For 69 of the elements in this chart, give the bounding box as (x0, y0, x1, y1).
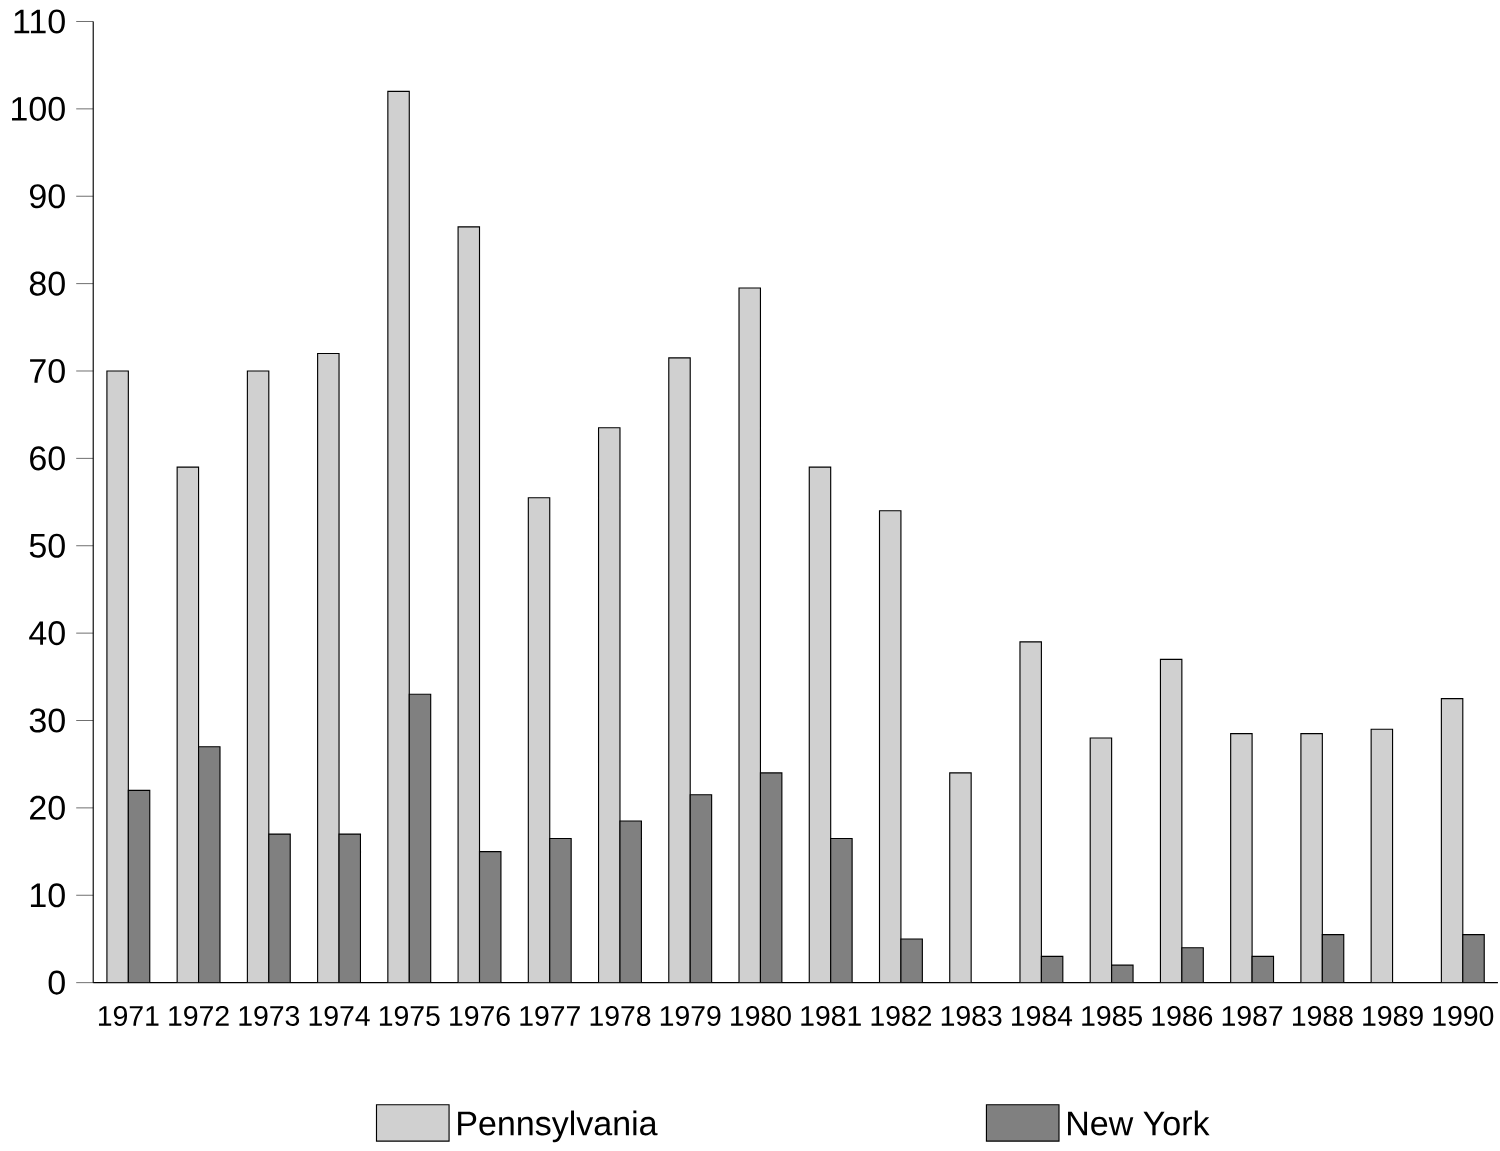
y-tick-label: 30 (29, 708, 65, 733)
x-tick-label: 1983 (941, 1006, 1002, 1027)
bar (668, 358, 691, 983)
bar (1300, 733, 1323, 983)
bar (339, 834, 361, 983)
x-tick-label: 1971 (98, 1006, 159, 1027)
bar (409, 694, 431, 983)
bar (128, 790, 150, 983)
x-tick-label: 1975 (379, 1006, 440, 1027)
bar (1462, 934, 1485, 983)
x-tick-label: 1985 (1082, 1006, 1142, 1027)
legend-label: New York (1068, 1110, 1210, 1136)
bar (760, 773, 782, 983)
x-tick-label: 1981 (801, 1006, 861, 1027)
y-tick-label: 110 (14, 9, 65, 34)
bar (1181, 947, 1204, 983)
y-tick-label: 0 (48, 970, 65, 995)
bar (528, 497, 550, 983)
bar (949, 773, 972, 983)
bar (1160, 659, 1182, 983)
bar (198, 746, 220, 983)
x-tick-label: 1972 (169, 1006, 229, 1027)
bar (598, 427, 620, 983)
x-tick-label: 1984 (1012, 1006, 1073, 1027)
y-tick-label: 100 (12, 96, 65, 122)
bar (1090, 738, 1112, 983)
bar (809, 467, 831, 983)
bar (900, 939, 923, 983)
x-tick-label: 1980 (731, 1006, 791, 1027)
x-tick-label: 1974 (309, 1006, 370, 1027)
bar (479, 851, 501, 983)
x-tick-label: 1987 (1222, 1006, 1283, 1027)
x-tick-label: 1978 (590, 1006, 651, 1027)
x-tick-label: 1989 (1363, 1006, 1423, 1027)
legend-label: Pennsylvania (458, 1110, 658, 1143)
bar (879, 510, 901, 983)
bar (1019, 642, 1042, 983)
x-tick-label: 1979 (660, 1006, 721, 1027)
bar (739, 288, 761, 983)
bar (619, 821, 642, 983)
bar (387, 91, 410, 983)
bar (830, 838, 853, 983)
x-tick-label: 1973 (239, 1006, 300, 1027)
y-tick-label: 50 (29, 533, 65, 558)
bar (458, 226, 480, 983)
bar (317, 353, 340, 983)
y-tick-label: 90 (29, 184, 65, 209)
bar (1440, 698, 1464, 983)
x-tick-label: 1976 (450, 1006, 510, 1027)
bar (268, 834, 291, 983)
x-tick-label: 1982 (871, 1006, 932, 1027)
bar (106, 371, 129, 983)
x-tick-label: 1988 (1292, 1006, 1353, 1027)
y-tick-label: 10 (30, 883, 65, 908)
bar (177, 467, 199, 983)
bar (1371, 729, 1393, 983)
x-tick-label: 1977 (520, 1006, 580, 1027)
bar (1230, 733, 1253, 983)
y-tick-label: 20 (30, 796, 65, 821)
bar (549, 838, 572, 983)
bar (1322, 934, 1344, 983)
y-tick-label: 80 (29, 271, 65, 296)
bar (690, 794, 712, 983)
x-tick-label: 1990 (1433, 1006, 1494, 1027)
y-tick-label: 60 (30, 446, 65, 471)
x-tick-label: 1986 (1152, 1006, 1213, 1027)
bar (247, 371, 269, 983)
y-tick-label: 40 (29, 621, 65, 646)
y-tick-label: 70 (30, 359, 65, 384)
